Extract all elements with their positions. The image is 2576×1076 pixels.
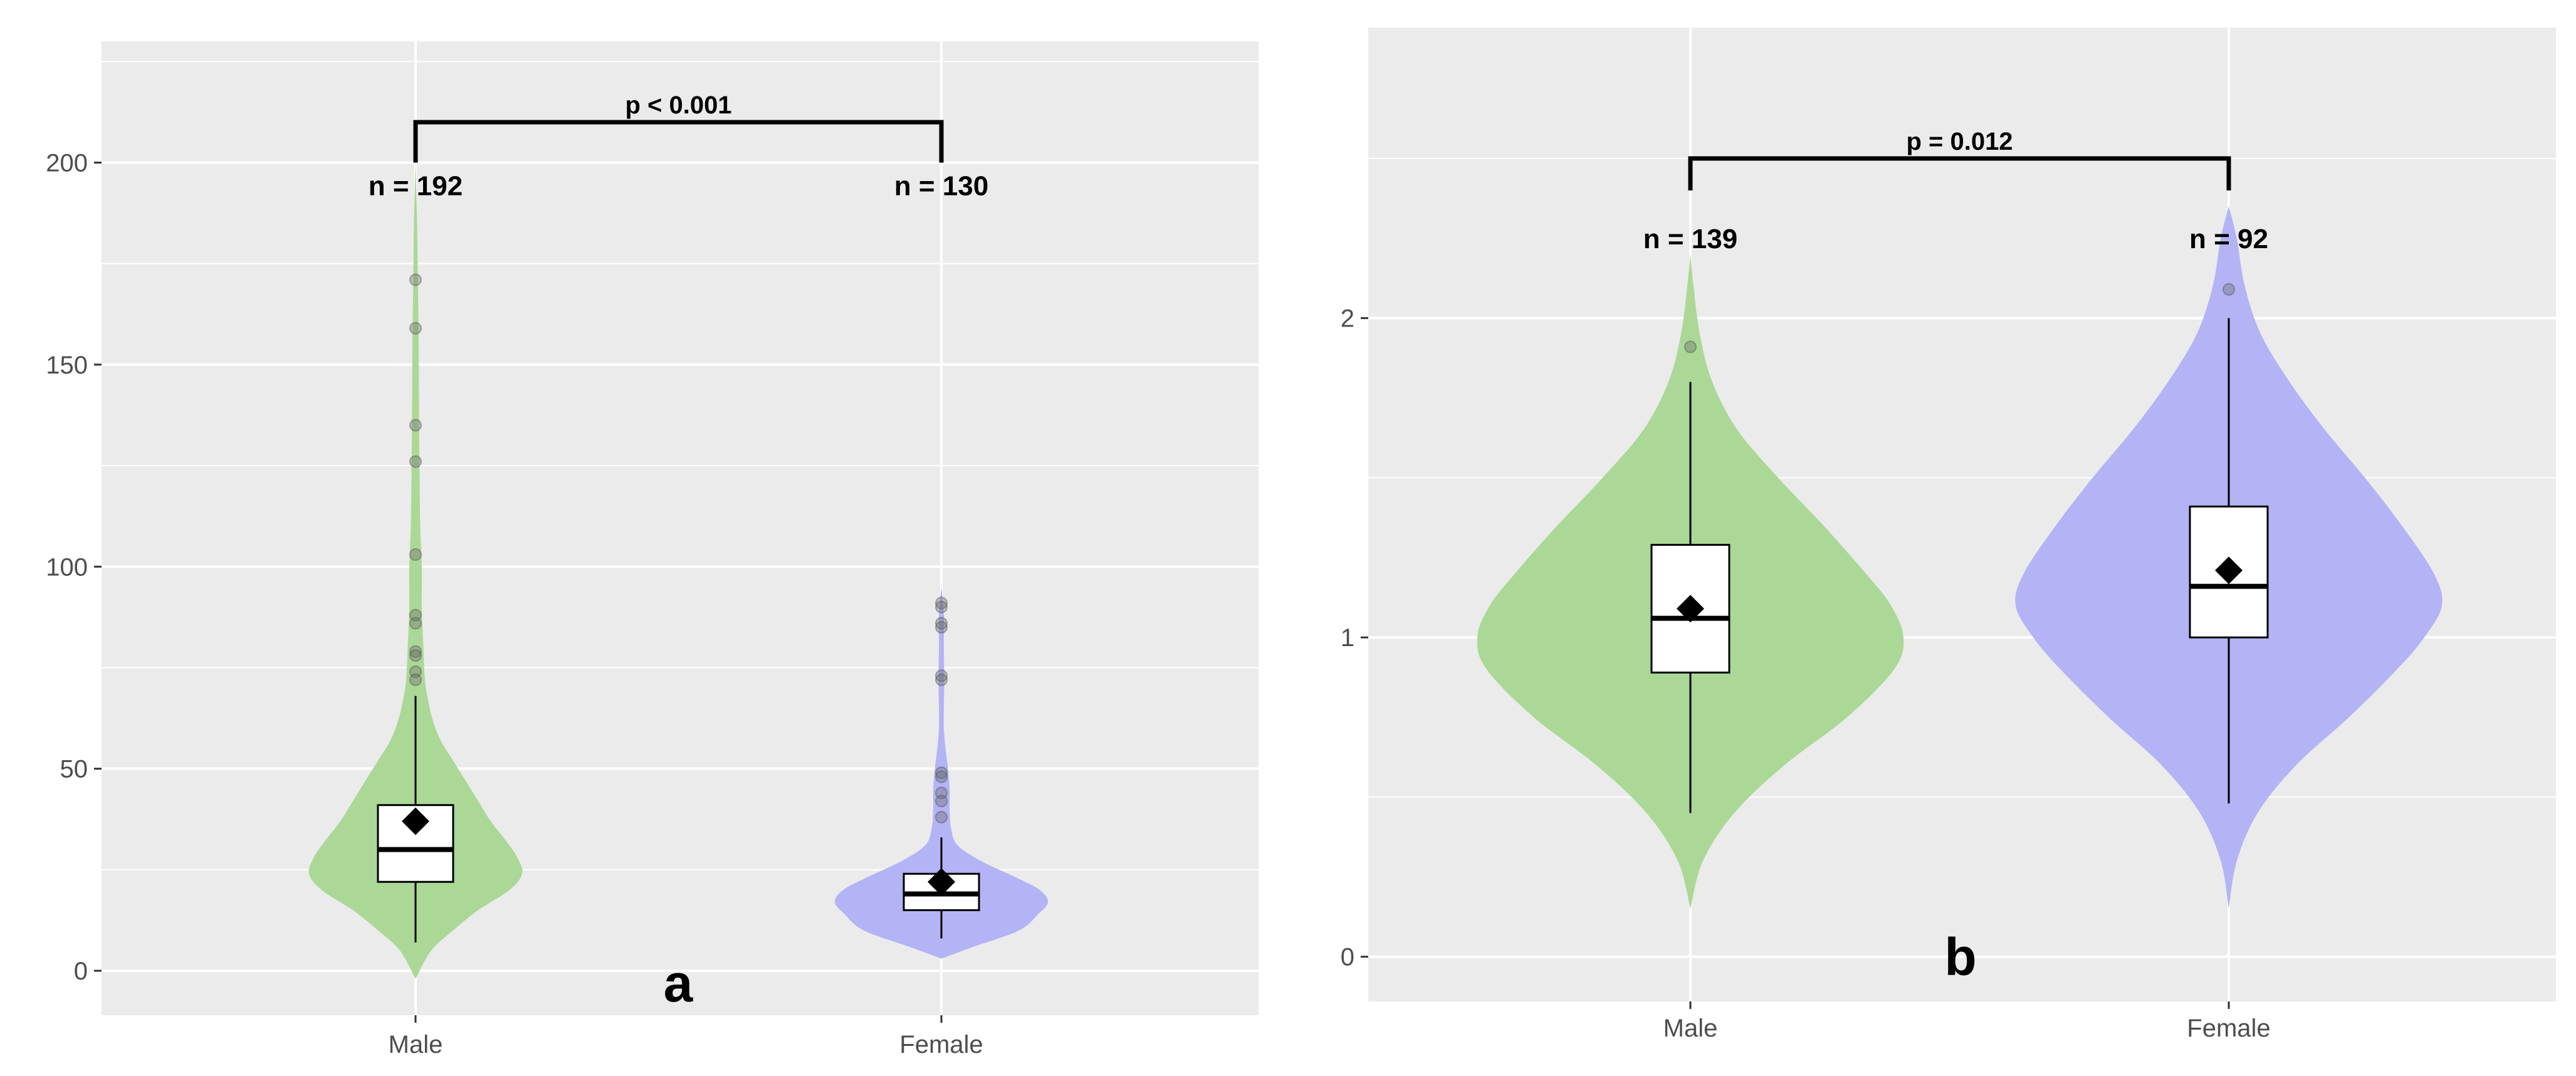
y-tick-label: 0	[1341, 944, 1354, 971]
mean-marker	[2215, 556, 2243, 585]
violin-female	[834, 587, 1049, 959]
outlier-point	[409, 548, 422, 561]
mean-marker	[928, 868, 955, 896]
outlier-point	[935, 620, 948, 634]
outlier-point	[409, 649, 422, 662]
group-female: n = 130	[834, 170, 1049, 959]
outlier-point	[409, 617, 422, 630]
mean-marker	[1677, 595, 1704, 623]
box	[1650, 543, 1730, 674]
outlier-point	[409, 273, 422, 286]
x-tick-label: Male	[389, 1031, 443, 1058]
x-tick-label: Female	[899, 1031, 983, 1058]
outlier-point	[935, 795, 948, 808]
y-tick-label: 2	[1341, 305, 1354, 333]
y-tick-label: 100	[46, 553, 88, 581]
x-tick-label: Female	[2187, 1015, 2270, 1042]
outlier-point	[1684, 340, 1697, 353]
significance-bracket	[1688, 156, 2231, 191]
outlier-point	[409, 609, 422, 622]
outlier-point	[935, 597, 948, 610]
p-value-label: p < 0.001	[625, 91, 731, 119]
outlier-point	[409, 673, 422, 686]
violin-male	[308, 162, 523, 979]
y-tick-label: 0	[74, 958, 88, 985]
group-male: n = 139	[1477, 224, 1904, 909]
y-tick-label: 50	[60, 756, 88, 783]
x-tick-label: Male	[1663, 1015, 1718, 1042]
panel-b: 0 1 2 n = 139 Male n = 92 Female p = 0.012 b	[1341, 28, 2556, 1042]
outlier-point	[409, 419, 422, 432]
outlier-point	[935, 617, 948, 630]
panel-a: 0 50 100 150 200 n = 192 Male n = 130 Female p < …	[46, 41, 1259, 1058]
outlier-point	[935, 600, 948, 614]
y-tick-label: 200	[46, 149, 88, 177]
outlier-point	[409, 665, 422, 678]
n-label: n = 130	[894, 170, 988, 201]
outlier-point	[935, 770, 948, 783]
significance-bracket	[413, 120, 944, 163]
y-tick-label: 150	[46, 352, 88, 379]
outlier-point	[935, 673, 948, 686]
outlier-point	[935, 811, 948, 824]
outlier-point	[935, 786, 948, 800]
n-label: n = 139	[1643, 224, 1737, 254]
outlier-point	[409, 455, 422, 468]
outlier-point	[2223, 283, 2235, 296]
y-tick-label: 1	[1341, 624, 1354, 652]
p-value-label: p = 0.012	[1906, 128, 2013, 155]
panel-letter: a	[664, 954, 694, 1013]
outlier-point	[409, 321, 422, 335]
group-female: n = 92	[2015, 206, 2442, 909]
n-label: n = 92	[2189, 224, 2268, 254]
mean-marker	[402, 807, 429, 835]
group-male: n = 192	[308, 162, 523, 979]
outlier-point	[935, 766, 948, 780]
outlier-point	[409, 645, 422, 658]
plot-background	[102, 41, 1259, 1015]
outlier-point	[935, 669, 948, 682]
panel-letter: b	[1944, 927, 1976, 986]
n-label: n = 192	[369, 170, 463, 201]
